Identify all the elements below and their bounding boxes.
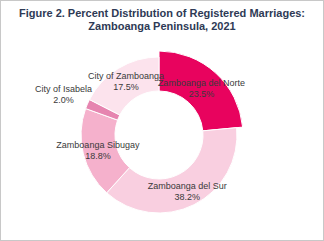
- svg-text:Zamboanga Sibugay18.8%: Zamboanga Sibugay18.8%: [56, 140, 140, 161]
- svg-text:City of Zamboanga17.5%: City of Zamboanga17.5%: [88, 71, 164, 92]
- html-text:Figure 2. Percent Distribution: Figure 2. Percent Distribution of Regist…: [19, 7, 305, 19]
- svg-text:City of Isabela2.0%: City of Isabela2.0%: [35, 84, 92, 105]
- svg-text:Zamboanga del Sur38.2%: Zamboanga del Sur38.2%: [148, 181, 227, 202]
- html-text:Zamboanga Peninsula, 2021: Zamboanga Peninsula, 2021: [88, 20, 236, 32]
- svg-text:Zamboanga del Norte23.5%: Zamboanga del Norte23.5%: [158, 78, 245, 99]
